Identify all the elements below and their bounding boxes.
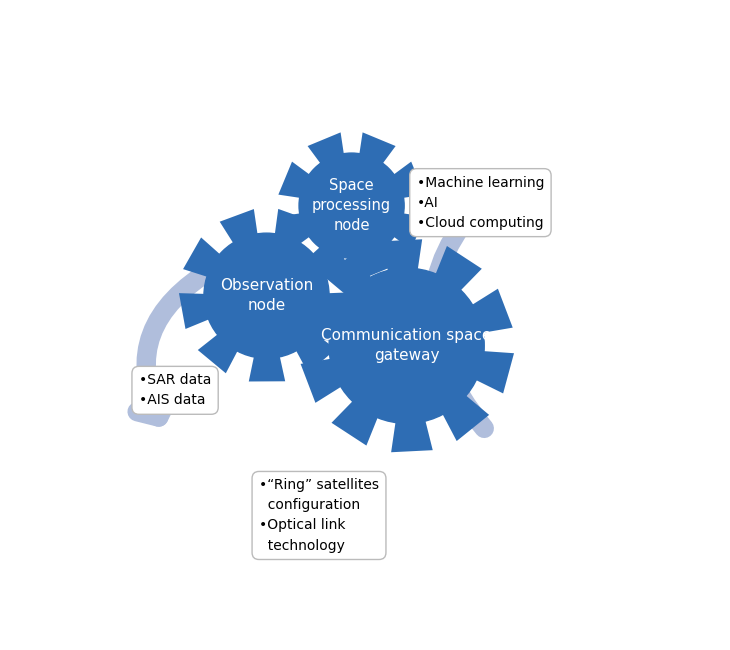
Text: •“Ring” satellites
  configuration
•Optical link
  technology: •“Ring” satellites configuration •Optica…	[259, 478, 379, 552]
Text: Communication space
gateway: Communication space gateway	[321, 328, 492, 363]
Text: •Machine learning
•AI
•Cloud computing: •Machine learning •AI •Cloud computing	[417, 176, 544, 229]
Text: •SAR data
•AIS data: •SAR data •AIS data	[139, 373, 211, 408]
Polygon shape	[278, 133, 425, 279]
Text: Observation
node: Observation node	[220, 278, 313, 313]
Circle shape	[299, 153, 404, 258]
Polygon shape	[179, 209, 354, 382]
Circle shape	[329, 268, 484, 423]
Circle shape	[204, 233, 329, 358]
Text: Space
processing
node: Space processing node	[312, 178, 391, 233]
Polygon shape	[299, 239, 514, 452]
